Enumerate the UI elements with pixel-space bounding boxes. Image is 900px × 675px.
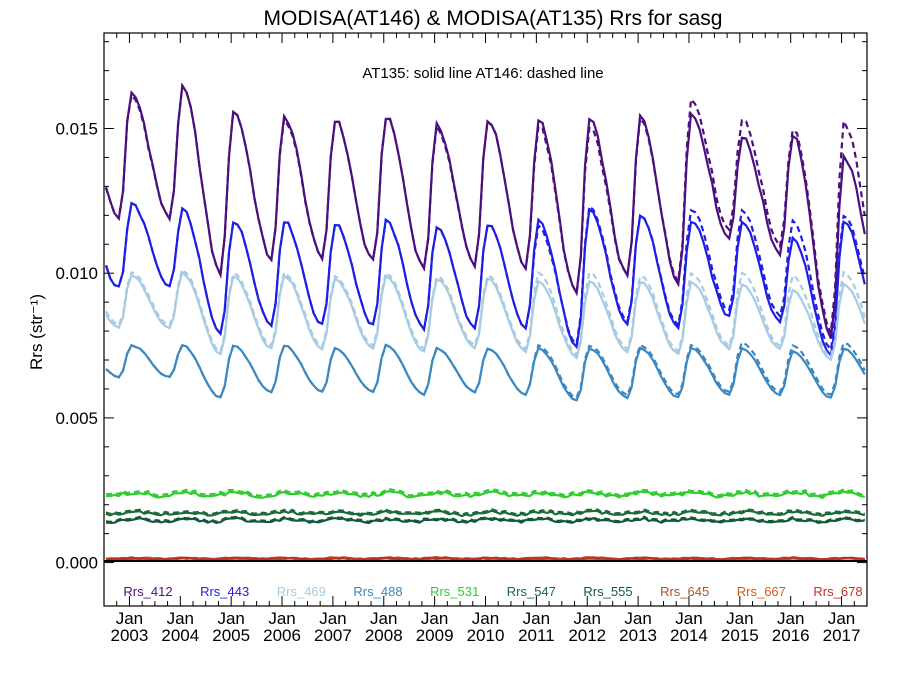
legend-item-rrs-645: Rrs_645	[660, 584, 709, 599]
line-style-annotation: AT135: solid line AT146: dashed line	[362, 65, 603, 82]
x-tick-month: Jan	[167, 609, 194, 628]
x-tick-month: Jan	[726, 609, 753, 628]
legend-item-rrs-531: Rrs_531	[430, 584, 479, 599]
legend-item-rrs-443: Rrs_443	[200, 584, 249, 599]
x-tick-month: Jan	[319, 609, 346, 628]
x-tick-month: Jan	[116, 609, 143, 628]
series-rrs-443	[104, 201, 866, 359]
series-rrs-555	[105, 515, 865, 525]
x-tick-month: Jan	[828, 609, 855, 628]
series-rrs-412	[104, 82, 866, 340]
series-rrs-531	[105, 488, 865, 500]
y-tick-label: 0.015	[55, 120, 98, 139]
x-tick-month: Jan	[370, 609, 397, 628]
x-tick-month: Jan	[574, 609, 601, 628]
x-tick-month: Jan	[675, 609, 702, 628]
x-tick-year: 2009	[416, 626, 454, 645]
x-tick-year: 2004	[161, 626, 199, 645]
line-rrs-678-at146	[105, 556, 865, 561]
y-tick-label: 0.000	[55, 554, 98, 573]
chart-title: MODISA(AT146) & MODISA(AT135) Rrs for sa…	[264, 7, 723, 30]
x-tick-year: 2003	[111, 626, 149, 645]
series-rrs-469	[105, 267, 866, 362]
legend-item-rrs-555: Rrs_555	[583, 584, 632, 599]
line-rrs-555-at135	[105, 516, 865, 525]
line-rrs-412-at135	[104, 82, 866, 340]
legend-item-rrs-488: Rrs_488	[353, 584, 402, 599]
legend-item-rrs-678: Rrs_678	[813, 584, 862, 599]
x-tick-year: 2017	[823, 626, 861, 645]
x-tick-month: Jan	[523, 609, 550, 628]
y-axis-label: Rrs (str⁻¹)	[27, 294, 46, 370]
line-rrs-469-at135	[105, 270, 866, 362]
series-rrs-547	[105, 508, 866, 518]
line-rrs-443-at146	[104, 201, 866, 353]
plot-frame	[103, 32, 868, 607]
y-tick-label: 0.005	[55, 409, 98, 428]
x-tick-year: 2005	[212, 626, 250, 645]
line-rrs-469-at146	[105, 267, 866, 359]
x-tick-year: 2012	[568, 626, 606, 645]
x-tick-year: 2010	[467, 626, 505, 645]
x-tick-month: Jan	[777, 609, 804, 628]
line-rrs-547-at146	[105, 508, 866, 516]
axes-layer: 0.0000.0050.0100.015Jan2003Jan2004Jan200…	[55, 33, 868, 645]
y-tick-label: 0.010	[55, 264, 98, 283]
series-rrs-678	[105, 556, 865, 561]
x-tick-month: Jan	[624, 609, 651, 628]
legend: Rrs_412 Rrs_443 Rrs_469 Rrs_488 Rrs_531 Rrs_5…	[123, 584, 862, 599]
legend-item-rrs-667: Rrs_667	[737, 584, 786, 599]
x-tick-month: Jan	[268, 609, 295, 628]
x-tick-month: Jan	[472, 609, 499, 628]
line-rrs-488-at146	[105, 340, 866, 399]
x-tick-year: 2016	[772, 626, 810, 645]
line-rrs-531-at135	[105, 490, 865, 500]
series-layer	[104, 82, 866, 562]
legend-item-rrs-547: Rrs_547	[507, 584, 556, 599]
legend-item-rrs-469: Rrs_469	[277, 584, 326, 599]
x-tick-year: 2014	[670, 626, 708, 645]
x-tick-month: Jan	[421, 609, 448, 628]
x-tick-month: Jan	[217, 609, 244, 628]
legend-item-rrs-412: Rrs_412	[123, 584, 172, 599]
x-tick-year: 2008	[365, 626, 403, 645]
x-tick-year: 2011	[518, 626, 555, 645]
x-tick-year: 2015	[721, 626, 759, 645]
line-rrs-412-at146	[104, 82, 866, 334]
line-rrs-555-at146	[105, 515, 865, 523]
x-tick-year: 2007	[314, 626, 352, 645]
series-rrs-488	[105, 340, 866, 402]
x-tick-year: 2006	[263, 626, 301, 645]
line-rrs-531-at146	[105, 488, 865, 497]
line-rrs-547-at135	[105, 509, 866, 518]
x-tick-year: 2013	[619, 626, 657, 645]
